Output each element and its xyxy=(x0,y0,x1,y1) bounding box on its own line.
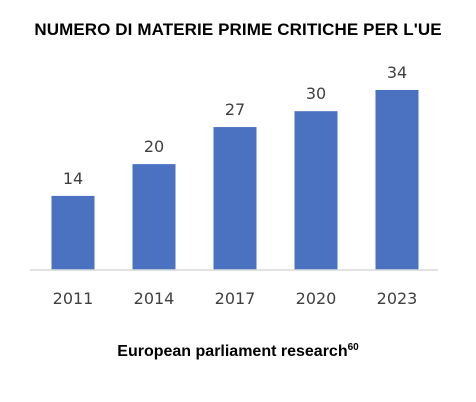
source-caption: European parliament research60 xyxy=(0,342,476,361)
data-label-2023: 34 xyxy=(387,63,407,82)
bar-2017 xyxy=(213,127,257,270)
bar-chart: 14 2011 20 2014 27 2017 30 2020 34 2023 xyxy=(30,63,438,308)
data-label-2017: 27 xyxy=(225,100,245,119)
data-label-2011: 14 xyxy=(63,169,83,188)
x-tick-label-2023: 2023 xyxy=(377,289,418,308)
data-label-2014: 20 xyxy=(144,137,164,156)
bar-2014 xyxy=(132,164,176,270)
source-reference: 60 xyxy=(347,342,359,353)
chart-title: NUMERO DI MATERIE PRIME CRITICHE PER L'U… xyxy=(34,20,442,39)
data-label-2020: 30 xyxy=(306,84,326,103)
x-tick-label-2011: 2011 xyxy=(53,289,94,308)
source-text: European parliament research xyxy=(117,343,348,360)
x-tick-label-2020: 2020 xyxy=(296,289,337,308)
bar-2023 xyxy=(375,90,419,270)
x-tick-label-2017: 2017 xyxy=(215,289,256,308)
bar-2020 xyxy=(294,111,338,270)
x-tick-label-2014: 2014 xyxy=(134,289,175,308)
bar-2011 xyxy=(51,195,95,270)
